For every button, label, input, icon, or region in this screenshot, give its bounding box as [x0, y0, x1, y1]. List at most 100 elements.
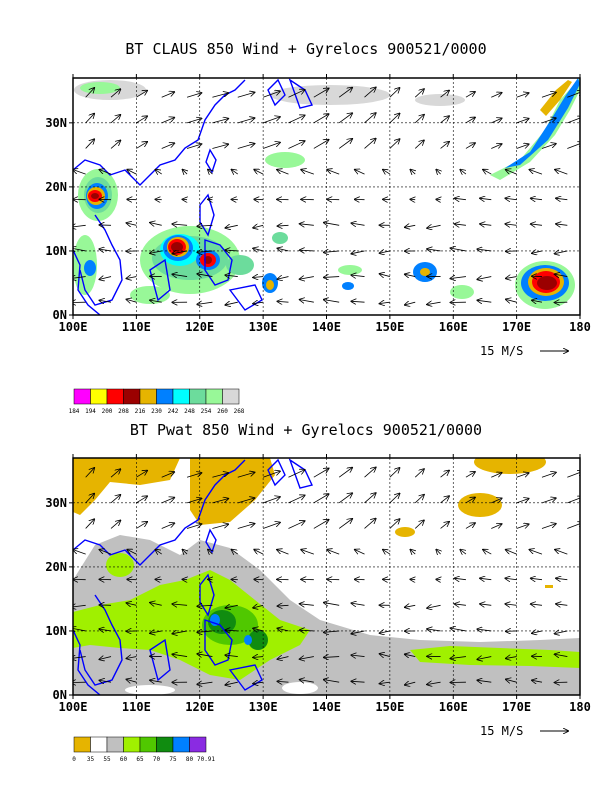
claus-wind-arrow [253, 277, 264, 278]
pwat-wind-arrow [301, 550, 314, 555]
pwat-wind-arrow [110, 520, 120, 529]
claus-wind-arrow [136, 142, 147, 149]
pwat-wind-arrow [477, 629, 492, 631]
chart-title-claus: BT CLAUS 850 Wind + Gyrelocs 900521/0000 [125, 40, 487, 58]
pwat-colorbar-label: 65 [136, 756, 144, 763]
pwat-wind-arrow [300, 657, 314, 660]
claus-wind-arrow [364, 113, 376, 124]
pwat-wind-arrow [155, 550, 162, 554]
pwat-wind-arrow [506, 657, 517, 659]
claus-ytick-label: 10N [45, 244, 67, 258]
pwat-wind-arrow [99, 680, 112, 682]
claus-wind-arrow [567, 117, 580, 124]
claus-wind-arrow [150, 300, 162, 302]
pwat-wind-arrow [197, 605, 213, 606]
pwat-colorbar-label: 35 [87, 756, 95, 763]
pwat-wind-arrow [567, 523, 580, 529]
claus-colorbar-label: 216 [135, 408, 146, 415]
claus-wind-arrow [364, 139, 376, 149]
pwat-wind-arrow [127, 657, 137, 659]
pwat-colorbar-label: 0 [72, 756, 76, 763]
pwat-wind-arrow [436, 550, 440, 554]
claus-wind-arrow [465, 143, 475, 149]
claus-wind-arrow [405, 225, 416, 227]
pwat-xtick-label: 170E [502, 700, 531, 714]
pwat-wind-arrow [516, 473, 529, 478]
claus-wind-arrow [477, 277, 492, 280]
pwat-wind-arrow [278, 605, 289, 606]
claus-wind-arrow [410, 170, 415, 174]
claus-wind-arrow [183, 170, 187, 174]
pwat-wind-arrow [440, 522, 449, 529]
pwat-wind-arrow [225, 655, 238, 656]
claus-wind-arrow [237, 92, 255, 98]
claus-wind-arrow [300, 250, 314, 251]
claus-wind-arrow [237, 144, 255, 149]
pwat-xtick-label: 110E [122, 700, 151, 714]
claus-wind-arrow [262, 91, 280, 98]
claus-wind-arrow [225, 250, 238, 251]
claus-wind-arrow [389, 139, 400, 149]
pwat-wind-arrow [405, 654, 416, 656]
pwat-xtick-label: 140E [312, 700, 341, 714]
pwat-wind-arrow [427, 682, 441, 684]
claus-wind-arrow [110, 140, 120, 149]
claus-wind-arrow [324, 300, 340, 303]
pwat-wind-arrow [383, 550, 391, 554]
claus-wind-arrow [338, 113, 352, 124]
pwat-wind-arrow [389, 468, 400, 478]
claus-colorbar-swatch [73, 388, 91, 405]
claus-ytick-label: 0N [53, 308, 67, 322]
claus-wind-arrow [440, 142, 449, 149]
claus-wind-arrow [455, 198, 466, 199]
claus-wind-arrow [254, 170, 264, 174]
pwat-wind-arrow [532, 631, 543, 633]
claus-colorbar-swatch [156, 388, 174, 405]
claus-wind-arrow [383, 170, 391, 174]
pwat-wind-arrow [161, 472, 174, 478]
claus-wind-arrow [278, 301, 289, 302]
pwat-colorbar-swatch [139, 736, 157, 753]
claus-wind-arrow [161, 92, 174, 98]
pwat-colorbar-label: 80 [186, 756, 194, 763]
pwat-wind-arrow [254, 550, 264, 554]
claus-wind-arrow [555, 274, 568, 276]
pwat-wind-arrow [364, 519, 376, 529]
pwat-wind-arrow [541, 472, 556, 478]
pwat-colorbar-swatch [73, 736, 91, 753]
claus-wind-arrow [253, 302, 264, 303]
pwat-wind-arrow [136, 496, 147, 504]
pwat-wind-arrow [150, 680, 162, 682]
claus-wind-arrow [567, 143, 580, 149]
claus-wind-arrow [110, 89, 120, 98]
claus-wind-arrow [324, 223, 340, 226]
pwat-wind-arrow [380, 654, 390, 657]
pwat-colorbar-swatch [90, 736, 108, 753]
claus-wind-arrow [455, 224, 466, 225]
claus-wind-arrow [110, 115, 120, 124]
pwat-wind-arrow [208, 550, 212, 554]
claus-wind-arrow [161, 118, 174, 124]
pwat-wind-arrow [232, 550, 239, 554]
claus-wind-arrow [414, 115, 424, 124]
claus-colorbar-swatch [205, 388, 223, 405]
pwat-wind-arrow [465, 472, 475, 478]
claus-wind-arrow [232, 170, 239, 174]
pwat-wind-arrow [277, 550, 289, 555]
pwat-wind-arrow [414, 495, 424, 504]
claus-wind-arrow [436, 170, 440, 174]
pwat-xtick-label: 180 [569, 700, 591, 714]
claus-colorbar-label: 254 [201, 408, 212, 415]
pwat-wind-arrow [460, 550, 467, 554]
claus-wind-arrow [541, 92, 556, 98]
claus-wind-arrow [506, 299, 517, 302]
pwat-wind-vectors [73, 467, 580, 685]
pwat-wind-arrow [355, 550, 365, 554]
claus-colorbar-label: 194 [85, 408, 96, 415]
pwat-wind-arrow [278, 681, 289, 682]
pwat-wind-arrow [530, 550, 543, 555]
claus-colorbar-label: 268 [234, 408, 245, 415]
claus-colorbar-swatch [222, 388, 240, 405]
claus-wind-arrow [506, 277, 517, 279]
pwat-wind-arrow [440, 471, 449, 478]
